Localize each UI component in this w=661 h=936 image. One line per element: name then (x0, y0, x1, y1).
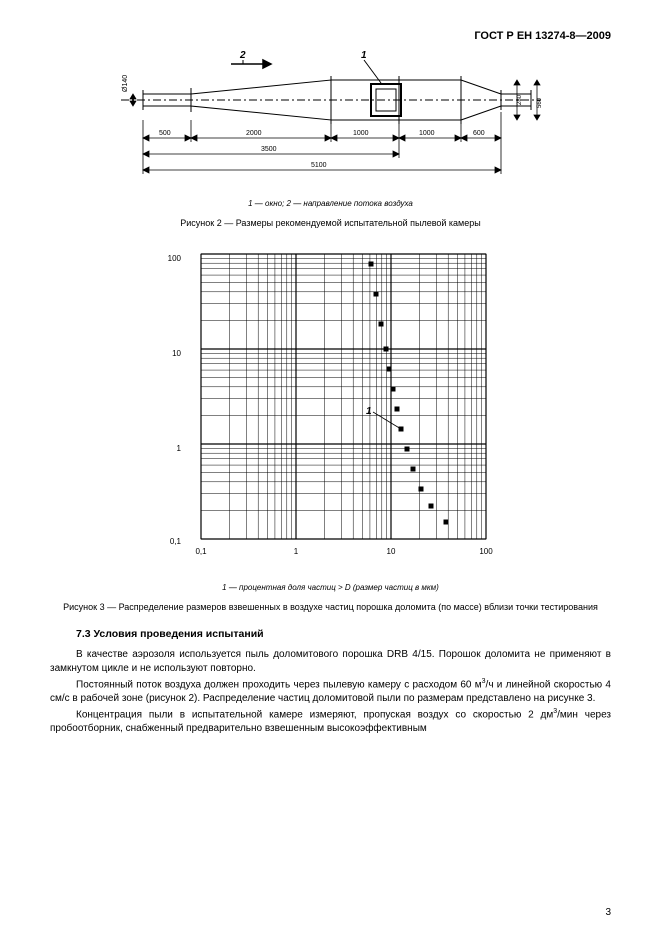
svg-text:0,1: 0,1 (195, 547, 207, 556)
svg-text:600: 600 (473, 130, 485, 137)
fig2-legend: 1 — окно; 2 — направление потока воздуха (50, 199, 611, 208)
doc-code: ГОСТ Р ЕН 13274-8—2009 (50, 30, 611, 42)
svg-text:1: 1 (361, 50, 367, 61)
fig2-caption: Рисунок 2 — Размеры рекомендуемой испыта… (50, 218, 611, 228)
svg-text:100: 100 (479, 547, 493, 556)
svg-text:Ø140: Ø140 (122, 75, 129, 92)
svg-text:560: 560 (537, 97, 541, 108)
svg-text:1: 1 (366, 406, 372, 417)
particle-chart: 1 100 10 1 0,1 0,1 1 10 100 (151, 244, 511, 574)
svg-text:1000: 1000 (353, 130, 369, 137)
svg-text:10: 10 (386, 547, 395, 556)
svg-text:5100: 5100 (311, 162, 327, 169)
svg-text:0,1: 0,1 (169, 537, 181, 546)
svg-text:1: 1 (293, 547, 298, 556)
para-2: Постоянный поток воздуха должен проходит… (50, 677, 611, 705)
svg-text:280: 280 (517, 94, 523, 105)
svg-text:1: 1 (176, 444, 181, 453)
para-1: В качестве аэрозоля используется пыль до… (50, 648, 611, 675)
svg-text:100: 100 (167, 254, 181, 263)
svg-text:1000: 1000 (419, 130, 435, 137)
svg-text:500: 500 (159, 130, 171, 137)
chamber-drawing: 2 1 Ø140 280 560 (121, 50, 541, 190)
fig3-caption: Рисунок 3 — Распределение размеров взвеш… (50, 602, 611, 612)
svg-text:2: 2 (239, 50, 246, 61)
figure-2: 2 1 Ø140 280 560 (50, 50, 611, 228)
page-number: 3 (605, 907, 611, 918)
section-7-3-head: 7.3 Условия проведения испытаний (76, 628, 611, 640)
figure-3: 1 100 10 1 0,1 0,1 1 10 100 1 — процентн… (50, 244, 611, 612)
svg-text:2000: 2000 (246, 130, 262, 137)
svg-text:3500: 3500 (261, 146, 277, 153)
fig3-legend: 1 — процентная доля частиц > D (размер ч… (50, 583, 611, 592)
svg-text:10: 10 (172, 349, 181, 358)
para-3: Концентрация пыли в испытательной камере… (50, 707, 611, 735)
